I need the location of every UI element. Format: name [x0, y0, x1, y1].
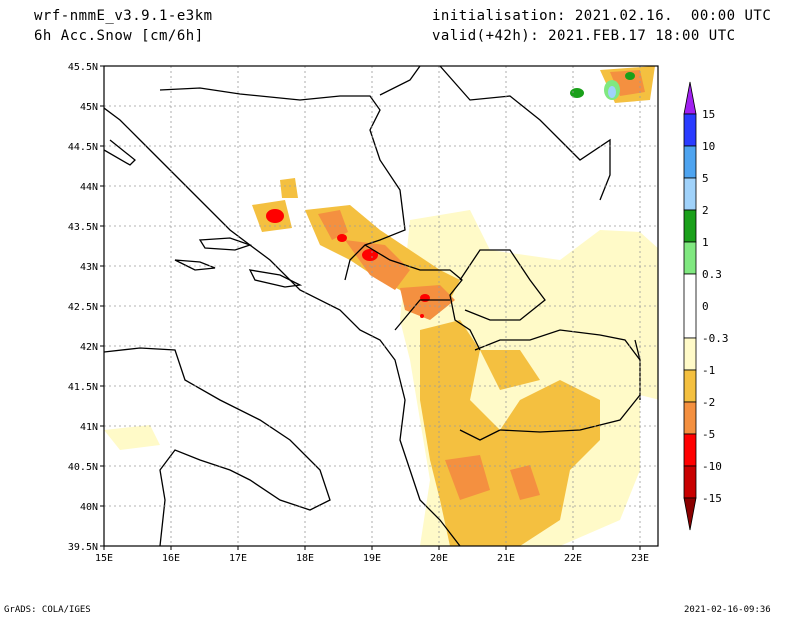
footer-credit: GrADS: COLA/IGES — [4, 605, 91, 615]
lat-label: 44.5N — [68, 142, 98, 153]
lat-label: 44N — [80, 182, 98, 193]
legend-labels: 15 10 5 2 1 0.3 0 -0.3 -1 -2 -5 -10 -15 — [702, 108, 729, 505]
grid-lines — [104, 66, 658, 546]
legend-label: -2 — [702, 396, 715, 409]
legend-label: 1 — [702, 236, 709, 249]
legend-label: 5 — [702, 172, 709, 185]
legend-swatch — [683, 113, 697, 147]
lat-label: 43N — [80, 262, 98, 273]
legend-label: -15 — [702, 492, 722, 505]
legend-swatch — [683, 241, 697, 275]
legend-swatch — [683, 209, 697, 243]
lon-label: 18E — [296, 553, 314, 564]
lat-label: 41.5N — [68, 382, 98, 393]
lon-label: 23E — [631, 553, 649, 564]
legend-swatch — [683, 401, 697, 435]
lat-label: 45N — [80, 102, 98, 113]
legend-swatch — [683, 337, 697, 371]
legend-label: 15 — [702, 108, 715, 121]
axis-ticks — [100, 65, 641, 550]
legend-label: 2 — [702, 204, 709, 217]
legend-swatch — [683, 369, 697, 403]
legend-label: -0.3 — [702, 332, 729, 345]
legend-label: -5 — [702, 428, 715, 441]
legend-top-arrow — [683, 81, 697, 115]
lon-label: 21E — [497, 553, 515, 564]
legend-label: -10 — [702, 460, 722, 473]
lat-labels: 45.5N 45N 44.5N 44N 43.5N 43N 42.5N 42N … — [68, 62, 98, 553]
legend-swatch — [683, 145, 697, 179]
lat-label: 43.5N — [68, 222, 98, 233]
legend-swatch — [683, 433, 697, 467]
lon-labels: 15E 16E 17E 18E 19E 20E 21E 22E 23E — [95, 553, 649, 564]
lon-label: 22E — [564, 553, 582, 564]
lon-label: 15E — [95, 553, 113, 564]
coastlines-and-borders — [104, 66, 641, 546]
lon-label: 19E — [363, 553, 381, 564]
model-title: wrf-nmmE_v3.9.1-e3km — [34, 8, 213, 24]
lat-label: 40.5N — [68, 462, 98, 473]
legend-label: -1 — [702, 364, 715, 377]
lon-label: 17E — [229, 553, 247, 564]
lon-label: 20E — [430, 553, 448, 564]
lat-label: 42N — [80, 342, 98, 353]
legend-label: 10 — [702, 140, 715, 153]
snow-field — [104, 66, 658, 546]
lat-label: 40N — [80, 502, 98, 513]
lat-label: 41N — [80, 422, 98, 433]
legend-label: 0.3 — [702, 268, 722, 281]
color-legend — [683, 81, 697, 531]
footer-timestamp: 2021-02-16-09:36 — [684, 605, 771, 615]
legend-label: 0 — [702, 300, 709, 313]
lat-label: 42.5N — [68, 302, 98, 313]
lon-label: 16E — [162, 553, 180, 564]
legend-swatch — [683, 273, 697, 339]
init-time: initialisation: 2021.02.16. 00:00 UTC — [432, 8, 772, 24]
lat-label: 39.5N — [68, 542, 98, 553]
legend-bottom-arrow — [683, 497, 697, 531]
valid-time: valid(+42h): 2021.FEB.17 18:00 UTC — [432, 28, 736, 44]
legend-swatch — [683, 465, 697, 499]
legend-swatch — [683, 177, 697, 211]
field-title: 6h Acc.Snow [cm/6h] — [34, 28, 204, 44]
lat-label: 45.5N — [68, 62, 98, 73]
